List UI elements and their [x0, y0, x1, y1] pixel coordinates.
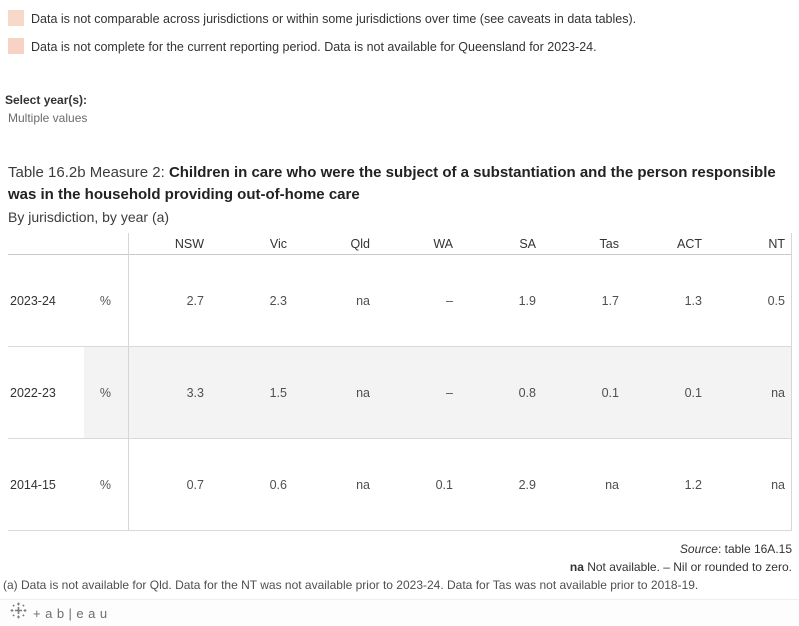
column-header-nt[interactable]: NT: [768, 236, 785, 251]
value-2014-15-act[interactable]: 1.2: [684, 477, 702, 492]
value-2023-24-sa[interactable]: 1.9: [518, 293, 536, 308]
legend-swatch-not-complete: [8, 38, 24, 54]
value-2022-23-act[interactable]: 0.1: [684, 385, 702, 400]
year-filter: Select year(s): Multiple values: [0, 66, 799, 125]
legend-label-not-complete: Data is not complete for the current rep…: [31, 40, 597, 54]
unit-label: %: [99, 293, 111, 308]
year-filter-dropdown[interactable]: Multiple values: [8, 111, 88, 125]
column-header-act[interactable]: ACT: [677, 236, 702, 251]
table-divider-left: [128, 233, 129, 531]
page-title: Table 16.2b Measure 2: Children in care …: [8, 162, 787, 206]
row-label-2023-24[interactable]: 2023-24: [8, 255, 84, 346]
source-reference: : table 16A.15: [717, 542, 792, 556]
table-header-row: NSW Vic Qld WA SA Tas ACT NT: [8, 233, 792, 255]
unit-label: %: [99, 477, 111, 492]
value-2014-15-nsw[interactable]: 0.7: [186, 477, 204, 492]
title-main: Children in care who were the subject of…: [8, 164, 776, 203]
column-header-nsw[interactable]: NSW: [174, 236, 204, 251]
value-2022-23-nt[interactable]: na: [771, 385, 785, 400]
year-filter-label: Select year(s):: [5, 93, 88, 107]
value-2023-24-nsw[interactable]: 2.7: [186, 293, 204, 308]
source-label: Source: [679, 542, 718, 556]
table-row-2022-23: 2022-23 % 3.3 1.5 na – 0.8 0.1 0.1 na: [8, 347, 792, 439]
page-subtitle: By jurisdiction, by year (a): [8, 209, 170, 225]
column-header-sa[interactable]: SA: [519, 236, 536, 251]
value-2022-23-sa[interactable]: 0.8: [518, 385, 536, 400]
header-spacer-year: [8, 233, 84, 254]
column-header-qld[interactable]: Qld: [350, 236, 370, 251]
value-2014-15-sa[interactable]: 2.9: [518, 477, 536, 492]
table-divider-right: [791, 233, 792, 531]
caveat-legend: Data is not comparable across jurisdicti…: [0, 0, 799, 55]
value-2023-24-nt[interactable]: 0.5: [767, 293, 785, 308]
footnote-a: (a) Data is not available for Qld. Data …: [3, 578, 699, 592]
column-header-vic[interactable]: Vic: [269, 236, 287, 251]
value-2023-24-tas[interactable]: 1.7: [601, 293, 619, 308]
title-prefix: Table 16.2b Measure 2:: [8, 164, 169, 181]
tableau-footer-bar: +ab|eau: [0, 599, 799, 626]
column-header-wa[interactable]: WA: [433, 236, 453, 251]
value-2023-24-wa[interactable]: –: [446, 293, 453, 308]
legend-swatch-not-comparable: [8, 10, 24, 26]
table-row-2023-24: 2023-24 % 2.7 2.3 na – 1.9 1.7 1.3 0.5: [8, 255, 792, 347]
value-2014-15-vic[interactable]: 0.6: [269, 477, 287, 492]
value-2022-23-wa[interactable]: –: [446, 385, 453, 400]
na-definition-note: na Not available. – Nil or rounded to ze…: [3, 558, 792, 576]
legend-item-not-comparable[interactable]: Data is not comparable across jurisdicti…: [8, 10, 791, 27]
tableau-logo-link[interactable]: +ab|eau: [10, 602, 112, 624]
legend-label-not-comparable: Data is not comparable across jurisdicti…: [31, 12, 637, 26]
value-2014-15-qld[interactable]: na: [356, 477, 370, 492]
na-definition: Not available. – Nil or rounded to zero.: [583, 560, 792, 574]
data-table: NSW Vic Qld WA SA Tas ACT NT 2023-24 % 2…: [8, 233, 792, 531]
row-label-2014-15[interactable]: 2014-15: [8, 439, 84, 530]
value-2022-23-nsw[interactable]: 3.3: [186, 385, 204, 400]
legend-item-not-complete[interactable]: Data is not complete for the current rep…: [8, 38, 791, 55]
value-2014-15-tas[interactable]: na: [605, 477, 619, 492]
footnotes: Source: table 16A.15 na Not available. –…: [3, 540, 792, 594]
value-2022-23-qld[interactable]: na: [356, 385, 370, 400]
value-2023-24-qld[interactable]: na: [356, 293, 370, 308]
value-2014-15-wa[interactable]: 0.1: [435, 477, 453, 492]
tableau-wordmark: +ab|eau: [33, 605, 112, 621]
row-label-2022-23[interactable]: 2022-23: [8, 347, 84, 438]
value-2022-23-tas[interactable]: 0.1: [601, 385, 619, 400]
na-abbrev: na: [569, 560, 584, 574]
tableau-logo-icon: [10, 602, 27, 624]
value-2023-24-vic[interactable]: 2.3: [269, 293, 287, 308]
column-header-tas[interactable]: Tas: [599, 236, 619, 251]
unit-label: %: [99, 385, 111, 400]
value-2023-24-act[interactable]: 1.3: [684, 293, 702, 308]
title-block: Table 16.2b Measure 2: Children in care …: [0, 125, 795, 228]
value-2014-15-nt[interactable]: na: [771, 477, 785, 492]
source-note: Source: table 16A.15: [3, 540, 792, 558]
table-row-2014-15: 2014-15 % 0.7 0.6 na 0.1 2.9 na 1.2 na: [8, 439, 792, 531]
value-2022-23-vic[interactable]: 1.5: [269, 385, 287, 400]
